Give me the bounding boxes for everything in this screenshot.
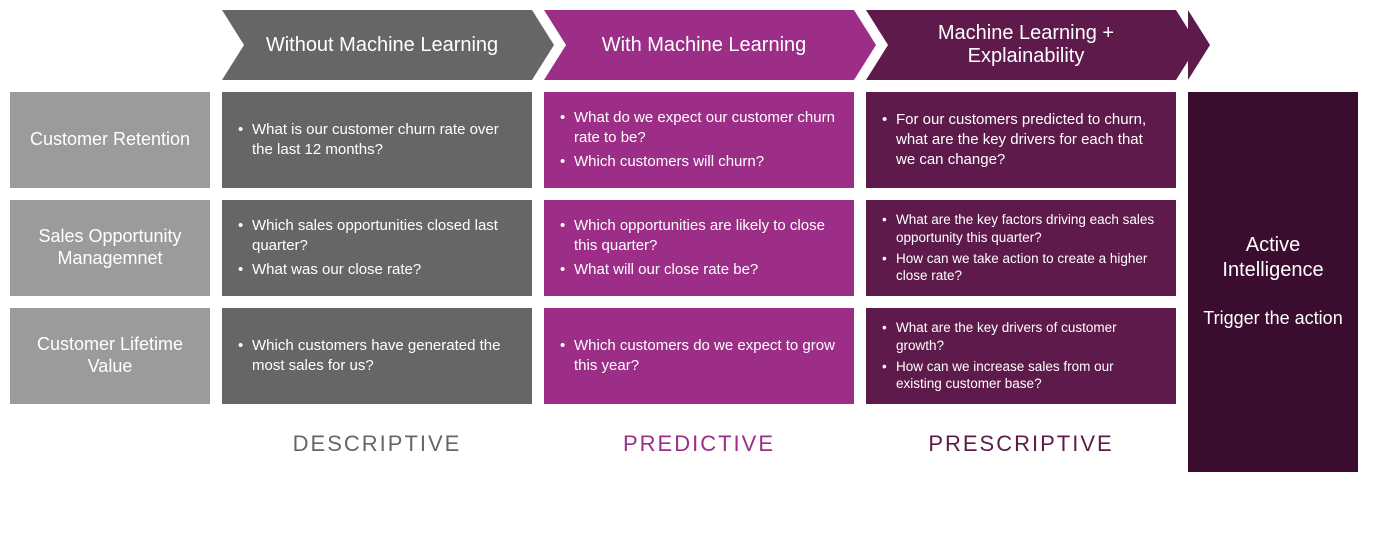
cell-r3c1: Which customers have generated the most …: [222, 308, 532, 404]
cell-r3c2: Which customers do we expect to grow thi…: [544, 308, 854, 404]
bullet-item: Which sales opportunities closed last qu…: [232, 216, 514, 257]
footer-text: PREDICTIVE: [623, 431, 775, 457]
cell-r2c2: Which opportunities are likely to close …: [544, 200, 854, 296]
cell-r1c2: What do we expect our customer churn rat…: [544, 92, 854, 188]
cell-r2c3: What are the key factors driving each sa…: [866, 200, 1176, 296]
cell-r1c1: What is our customer churn rate over the…: [222, 92, 532, 188]
bullet-item: What do we expect our customer churn rat…: [554, 108, 836, 149]
row-label-customer-ltv: Customer Lifetime Value: [10, 308, 210, 404]
bullet-item: For our customers predicted to churn, wh…: [876, 110, 1158, 171]
header-label: With Machine Learning: [602, 34, 807, 57]
footer-prescriptive: PRESCRIPTIVE: [866, 416, 1176, 472]
bullet-item: How can we take action to create a highe…: [876, 250, 1158, 285]
cell-r3c3: What are the key drivers of customer gro…: [866, 308, 1176, 404]
row-label-text: Customer Lifetime Value: [20, 334, 200, 377]
row-label-sales-opportunity: Sales Opportunity Managemnet: [10, 200, 210, 296]
footer-text: DESCRIPTIVE: [293, 431, 462, 457]
column-header-ml-explainability: Machine Learning + Explainability: [866, 10, 1176, 80]
bullet-item: What are the key factors driving each sa…: [876, 211, 1158, 246]
bullet-item: Which customers do we expect to grow thi…: [554, 336, 836, 377]
cell-r1c3: For our customers predicted to churn, wh…: [866, 92, 1176, 188]
bullet-item: What was our close rate?: [232, 260, 514, 280]
final-title: Active Intelligence: [1200, 233, 1346, 283]
header-label: Machine Learning + Explainability: [906, 22, 1146, 68]
ml-maturity-matrix: Without Machine Learning With Machine Le…: [10, 10, 1390, 472]
footer-text: PRESCRIPTIVE: [928, 431, 1113, 457]
row-label-text: Sales Opportunity Managemnet: [20, 226, 200, 269]
bullet-item: Which opportunities are likely to close …: [554, 216, 836, 257]
bullet-item: What will our close rate be?: [554, 260, 836, 280]
footer-predictive: PREDICTIVE: [544, 416, 854, 472]
footer-descriptive: DESCRIPTIVE: [222, 416, 532, 472]
row-label-text: Customer Retention: [30, 129, 190, 151]
bullet-item: What is our customer churn rate over the…: [232, 120, 514, 161]
header-label: Without Machine Learning: [266, 34, 498, 57]
final-subtitle: Trigger the action: [1203, 307, 1342, 330]
bullet-item: Which customers have generated the most …: [232, 336, 514, 377]
spacer: [10, 10, 210, 80]
bullet-item: Which customers will churn?: [554, 152, 836, 172]
final-column-active-intelligence: Active Intelligence Trigger the action: [1188, 92, 1358, 472]
bullet-item: What are the key drivers of customer gro…: [876, 319, 1158, 354]
bullet-item: How can we increase sales from our exist…: [876, 358, 1158, 393]
cell-r2c1: Which sales opportunities closed last qu…: [222, 200, 532, 296]
row-label-customer-retention: Customer Retention: [10, 92, 210, 188]
column-header-without-ml: Without Machine Learning: [222, 10, 532, 80]
column-header-with-ml: With Machine Learning: [544, 10, 854, 80]
